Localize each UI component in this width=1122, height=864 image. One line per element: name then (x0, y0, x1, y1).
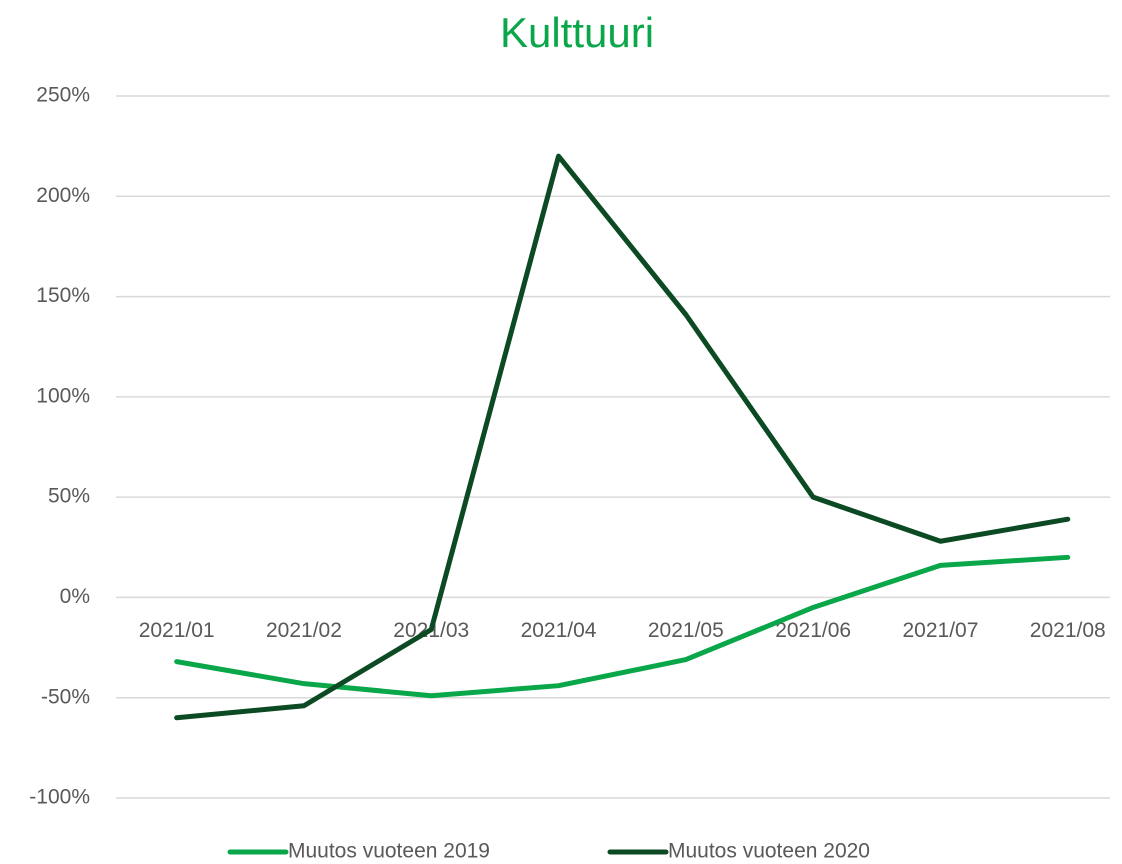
y-tick-label: -100% (29, 786, 90, 809)
y-tick-label: 100% (36, 384, 90, 407)
line-series (174, 554, 1071, 699)
chart-title: Kulttuuri (500, 9, 654, 56)
y-tick-label: 200% (36, 184, 90, 207)
x-tick-label: 2021/02 (266, 619, 342, 642)
legend-label: Muutos vuoteen 2020 (668, 840, 870, 863)
x-tick-label: 2021/04 (521, 619, 597, 642)
y-tick-label: 50% (48, 485, 90, 508)
y-tick-label: 0% (60, 585, 90, 608)
y-tick-label: 150% (36, 284, 90, 307)
x-tick-label: 2021/06 (775, 619, 851, 642)
y-tick-label: -50% (41, 685, 90, 708)
y-tick-label: 250% (36, 84, 90, 107)
x-tick-label: 2021/08 (1030, 619, 1106, 642)
x-tick-label: 2021/01 (139, 619, 215, 642)
line-series (174, 153, 1071, 721)
legend-label: Muutos vuoteen 2019 (288, 840, 490, 863)
x-tick-label: 2021/07 (902, 619, 978, 642)
x-tick-label: 2021/05 (648, 619, 724, 642)
